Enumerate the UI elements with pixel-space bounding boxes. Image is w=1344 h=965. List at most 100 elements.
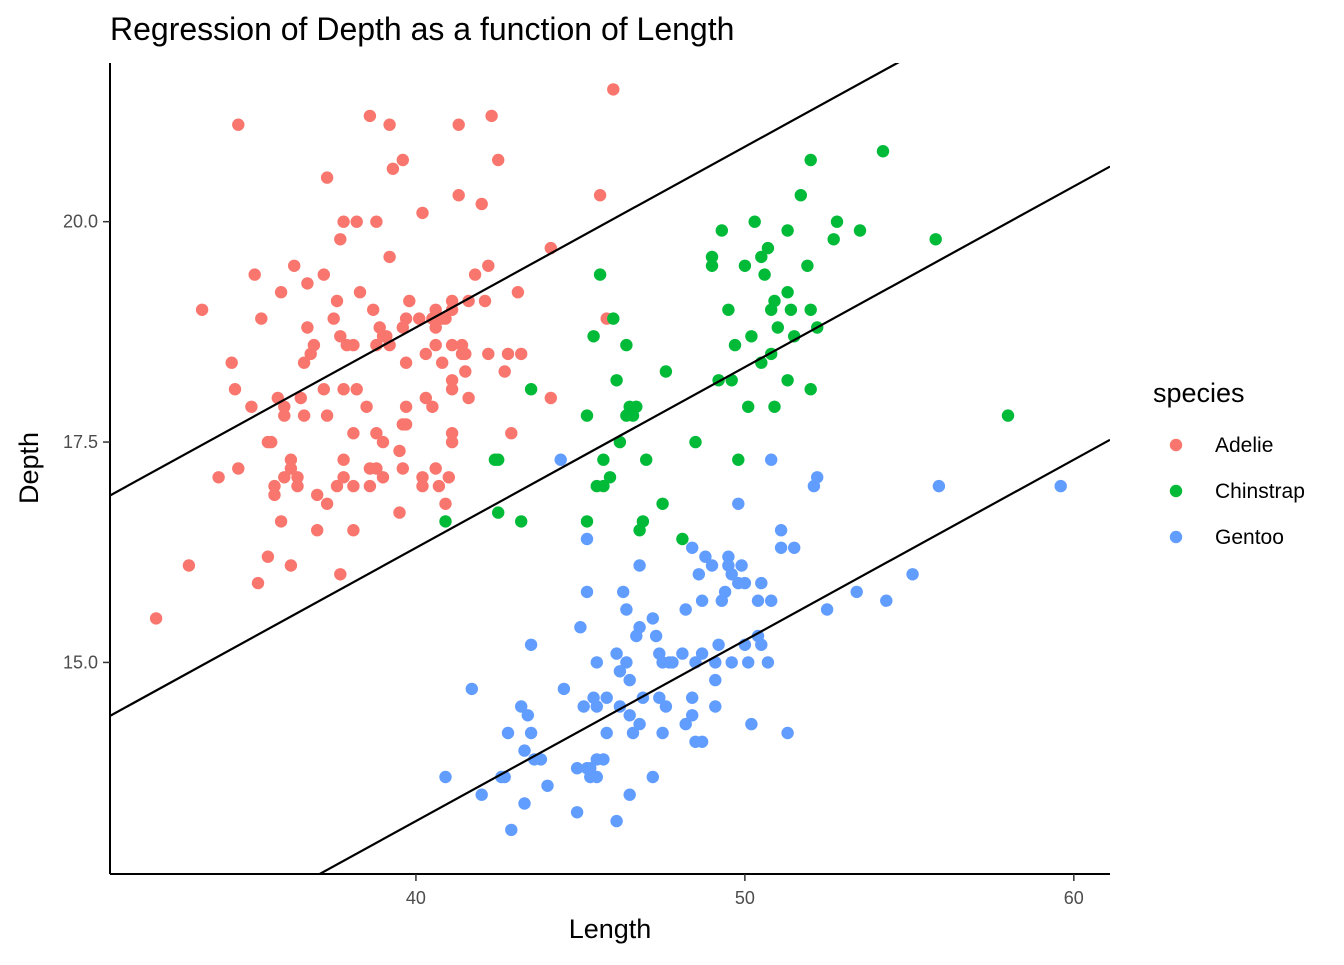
point-adelie [429,338,442,352]
point-chinstrap [580,409,594,422]
point-gentoo [781,726,794,740]
point-adelie [501,347,515,361]
point-adelie [248,268,261,281]
point-gentoo [439,770,452,784]
point-adelie [301,321,314,334]
point-gentoo [755,576,768,590]
point-chinstrap [439,515,452,528]
point-gentoo [597,753,610,766]
point-chinstrap [676,532,689,546]
point-adelie [403,294,416,308]
legend-key-gentoo [1169,530,1183,544]
legend: species Adelie Chinstrap Gentoo [1153,378,1305,549]
point-adelie [445,427,459,440]
point-gentoo [600,726,613,740]
point-adelie [485,109,498,123]
point-gentoo [692,568,705,581]
point-gentoo [590,656,603,669]
point-adelie [350,383,363,396]
legend-label-adelie: Adelie [1215,434,1273,457]
x-axis-title: Length [569,914,652,944]
point-adelie [347,338,360,352]
point-adelie [284,462,298,475]
point-adelie [482,347,495,361]
point-adelie [475,197,488,211]
point-chinstrap [801,259,814,272]
point-chinstrap [636,515,650,528]
point-chinstrap [597,479,610,493]
point-gentoo [656,726,669,740]
point-chinstrap [640,453,653,466]
point-adelie [232,118,245,131]
point-chinstrap [597,453,610,466]
point-adelie [498,365,511,378]
point-adelie [370,462,383,475]
point-adelie [353,286,367,299]
point-adelie [337,471,350,484]
point-adelie [383,338,396,352]
point-adelie [468,268,482,281]
point-adelie [544,391,557,405]
point-gentoo [755,638,768,651]
point-gentoo [557,682,571,696]
point-gentoo [880,594,893,607]
point-chinstrap [784,303,798,316]
point-adelie [261,550,275,563]
point-chinstrap [876,145,890,158]
point-chinstrap [705,259,719,272]
point-adelie [442,471,455,484]
point-gentoo [751,594,765,607]
point-adelie [320,409,334,422]
point-adelie [291,479,304,493]
point-gentoo [788,541,801,554]
point-adelie [360,400,373,413]
point-gentoo [653,691,666,704]
point-adelie [429,303,442,316]
point-chinstrap [607,312,620,325]
point-gentoo [577,700,590,713]
legend-label-chinstrap: Chinstrap [1215,480,1305,503]
point-adelie [334,568,347,581]
point-adelie [439,312,452,325]
point-adelie [307,338,321,352]
point-chinstrap [827,233,840,246]
point-adelie [393,444,406,458]
point-chinstrap [761,241,775,255]
point-gentoo [906,568,919,581]
point-chinstrap [587,330,600,343]
point-gentoo [695,594,709,607]
point-chinstrap [768,294,781,308]
point-adelie [436,356,449,369]
point-adelie [452,118,465,131]
point-gentoo [524,726,538,740]
point-adelie [396,153,409,167]
point-adelie [478,294,492,308]
point-gentoo [505,823,518,837]
point-adelie [492,153,505,167]
point-gentoo [541,779,554,792]
point-adelie [317,383,330,396]
point-gentoo [518,797,531,810]
point-gentoo [617,585,630,599]
point-adelie [297,409,311,422]
point-gentoo [574,621,587,634]
point-gentoo [679,603,692,616]
point-chinstrap [728,338,742,352]
point-chinstrap [771,321,784,334]
point-adelie [294,391,307,405]
point-gentoo [679,717,692,731]
point-adelie [195,303,209,316]
point-adelie [232,462,245,475]
data-points [149,83,1067,837]
point-adelie [482,259,495,272]
point-gentoo [475,788,488,801]
point-adelie [337,215,350,228]
series-adelie [149,83,620,625]
legend-title: species [1153,378,1245,408]
y-tick-label: 20.0 [63,212,98,232]
point-gentoo [590,770,603,784]
point-adelie [288,259,301,272]
point-gentoo [1054,479,1067,493]
point-gentoo [524,638,538,651]
